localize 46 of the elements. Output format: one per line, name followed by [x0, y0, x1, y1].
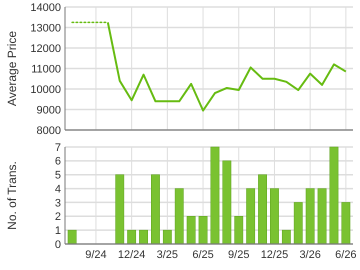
bar [186, 216, 196, 244]
bar [282, 230, 291, 244]
bar [234, 216, 244, 244]
bar [270, 188, 279, 244]
bar [222, 160, 232, 244]
y-tick-label: 13000 [30, 22, 61, 34]
bar [318, 188, 326, 244]
x-tick-label: 12/24 [118, 249, 146, 261]
bar [115, 174, 124, 244]
bar [198, 216, 208, 244]
bar [139, 230, 148, 244]
x-tick-label: 12/25 [260, 249, 288, 261]
x-tick-label: 6/25 [192, 249, 214, 261]
y-tick-label: 2 [54, 211, 61, 224]
y-tick-label: 9000 [36, 104, 61, 116]
y-tick-label: 1 [54, 224, 61, 237]
bar [210, 146, 220, 244]
y-tick-label: 0 [54, 238, 61, 251]
x-tick-label: 9/24 [85, 249, 107, 261]
bar [246, 188, 256, 244]
bar [68, 230, 77, 244]
x-tick-label: 6/26 [335, 249, 357, 261]
y-tick-label: 14000 [30, 2, 61, 14]
x-tick-label: 9/25 [228, 249, 250, 261]
bar [174, 188, 184, 244]
y-tick-label: 3 [54, 197, 61, 210]
y-tick-label: 8000 [36, 124, 61, 137]
y-tick-label: 6 [54, 156, 61, 168]
y-tick-label: 5 [54, 170, 61, 182]
bar [127, 230, 136, 244]
bar [341, 202, 350, 244]
bar [162, 230, 172, 244]
bar [151, 174, 160, 244]
y-axis-title: Average Price [5, 30, 19, 106]
x-tick-label: 3/25 [156, 249, 178, 261]
bar [258, 174, 267, 244]
y-tick-label: 4 [54, 183, 61, 196]
y-tick-label: 10000 [30, 84, 61, 96]
x-tick-label: 3/26 [299, 249, 321, 261]
bar [306, 188, 315, 244]
y-tick-label: 11000 [31, 63, 61, 76]
y-tick-label: 12000 [30, 42, 61, 55]
bar [294, 202, 303, 244]
bar [330, 146, 338, 244]
y-axis-title: No. of Trans. [5, 161, 19, 230]
y-tick-label: 7 [54, 142, 61, 154]
